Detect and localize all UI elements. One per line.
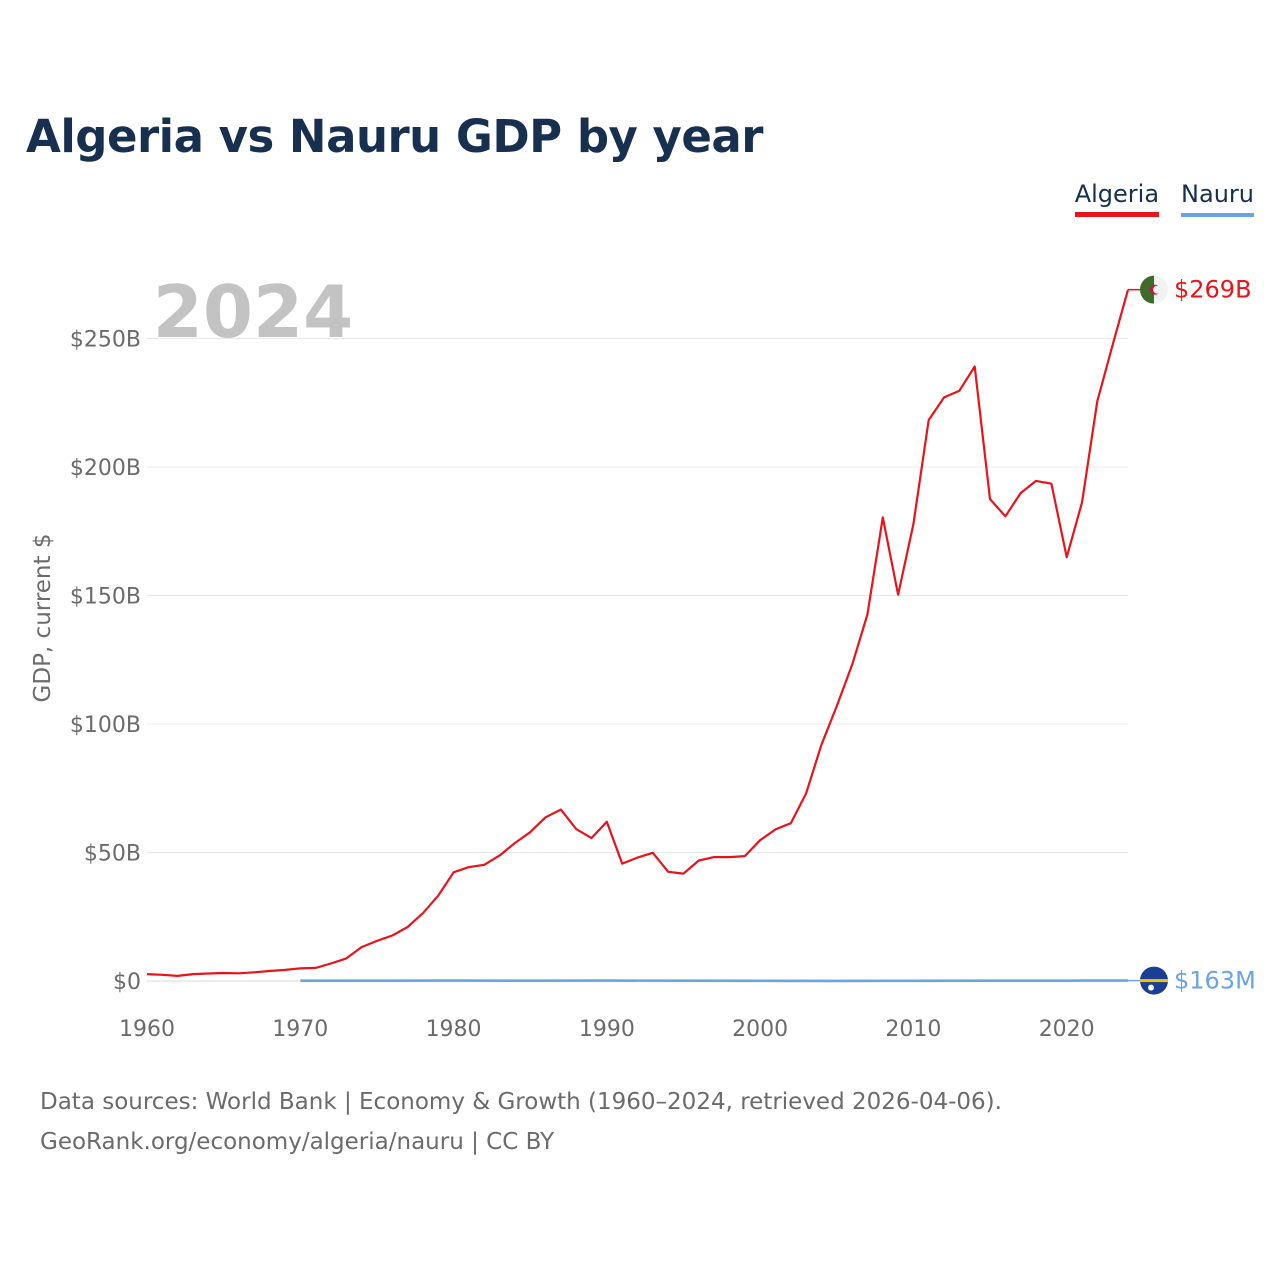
gridlines bbox=[147, 338, 1128, 982]
y-tick-label: $50B bbox=[84, 842, 141, 867]
x-tick-label: 2020 bbox=[1039, 1017, 1095, 1042]
y-tick-label: $0 bbox=[113, 970, 141, 995]
y-tick-label: $100B bbox=[70, 713, 141, 738]
x-tick-label: 1980 bbox=[426, 1017, 482, 1042]
y-axis-ticks: $0 $50B $100B $150B $200B $250B bbox=[70, 328, 141, 996]
chart-legend: Algeria Nauru bbox=[1074, 180, 1254, 217]
y-axis-label: GDP, current $ bbox=[30, 534, 56, 703]
y-tick-label: $250B bbox=[70, 328, 141, 353]
source-footer: Data sources: World Bank | Economy & Gro… bbox=[40, 1082, 1002, 1162]
end-value-label-nauru: $163M bbox=[1174, 967, 1256, 995]
x-tick-label: 2010 bbox=[885, 1017, 941, 1042]
algeria-flag-icon bbox=[1140, 275, 1168, 304]
series-end-markers: $269B $163M bbox=[1128, 275, 1256, 995]
chart-title: Algeria vs Nauru GDP by year bbox=[26, 110, 763, 163]
y-tick-label: $150B bbox=[70, 585, 141, 610]
x-tick-label: 1970 bbox=[272, 1017, 328, 1042]
attribution-line[interactable]: GeoRank.org/economy/algeria/nauru | CC B… bbox=[40, 1129, 555, 1155]
end-value-label-algeria: $269B bbox=[1174, 276, 1252, 304]
x-tick-label: 1960 bbox=[119, 1017, 175, 1042]
year-watermark: 2024 bbox=[153, 270, 353, 354]
y-tick-label: $200B bbox=[70, 456, 141, 481]
nauru-flag-icon bbox=[1140, 966, 1168, 995]
source-line: Data sources: World Bank | Economy & Gro… bbox=[40, 1089, 1002, 1115]
legend-item-nauru[interactable]: Nauru bbox=[1181, 180, 1254, 217]
series-lines bbox=[146, 289, 1130, 983]
x-tick-label: 2000 bbox=[732, 1017, 788, 1042]
x-axis-ticks: 1960 1970 1980 1990 2000 2010 2020 bbox=[119, 1017, 1095, 1042]
series-line-algeria[interactable] bbox=[146, 289, 1130, 978]
x-tick-label: 1990 bbox=[579, 1017, 635, 1042]
legend-item-algeria[interactable]: Algeria bbox=[1074, 180, 1160, 217]
